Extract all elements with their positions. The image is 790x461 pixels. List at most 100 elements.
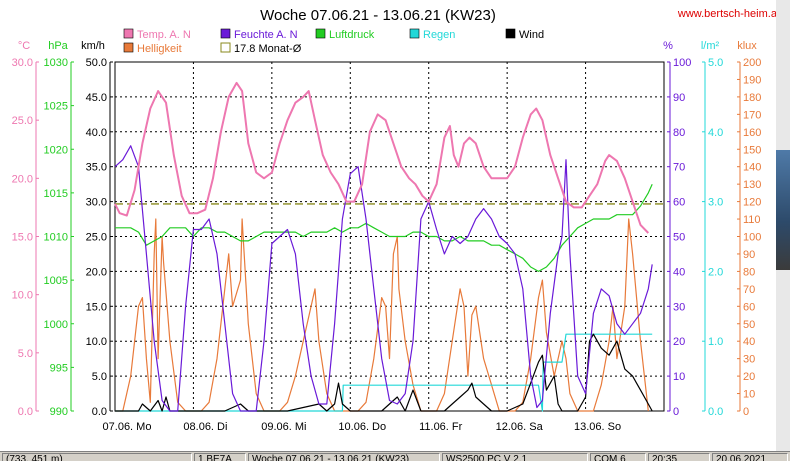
temp_c-tick-label: 5.0 [18,348,33,360]
legend-label: Temp. A. N [137,29,191,41]
pressure-unit-label: hPa [48,40,68,52]
rain_lm2-tick-label: 3.0 [708,197,723,209]
humidity_pct-tick-label: 80 [673,127,685,139]
wind_kmh-tick-label: 35.0 [86,162,107,174]
temp_c-tick-label: 15.0 [12,232,33,244]
legend-swatch [315,28,326,39]
rain_lm2-tick-label: 0.0 [708,406,723,418]
status-cell-version: 1.BE7A [194,453,246,461]
pressure_hpa-tick-label: 1005 [44,275,68,287]
series-line-helligkeit [115,218,649,412]
light_klux-tick-label: 10 [743,389,755,401]
light_klux-tick-label: 180 [743,92,761,104]
light-unit-label: klux [737,40,757,52]
light_klux-tick-label: 20 [743,371,755,383]
pressure_hpa-tick-label: 1015 [44,188,68,200]
background-image-fragment [776,150,790,270]
status-cell-coords: (733, 451 m) [2,453,192,461]
light_klux-tick-label: 160 [743,127,761,139]
humidity_pct-tick-label: 0 [673,406,679,418]
status-bar: (733, 451 m) 1.BE7A Woche 07.06.21 - 13.… [0,451,790,461]
x-tick-label: 13.06. So [574,421,621,433]
rain_lm2-tick-label: 5.0 [708,57,723,69]
humidity_pct-tick-label: 10 [673,371,685,383]
wind_kmh-tick-label: 5.0 [92,371,107,383]
light_klux-tick-label: 120 [743,197,761,209]
x-tick-label: 07.06. Mo [103,421,152,433]
series-line-wind [115,333,653,412]
light_klux-tick-label: 100 [743,232,761,244]
wind_kmh-tick-label: 15.0 [86,301,107,313]
light_klux-tick-label: 50 [743,319,755,331]
light_klux-tick-label: 90 [743,249,755,261]
chart-series [114,81,664,412]
wind_kmh-tick-label: 10.0 [86,336,107,348]
light_klux-tick-label: 190 [743,74,761,86]
status-cell-date: 20.06.2021 [712,453,788,461]
pressure_hpa-tick-label: 1020 [44,144,68,156]
temp_c-tick-label: 20.0 [12,173,33,185]
chart-legend: Temp. A. N Helligkeit Feuchte A. N 17.8 Mon… [123,28,544,55]
legend-item: Temp. A. N [123,28,191,41]
humidity_pct-tick-label: 90 [673,92,685,104]
series-line-regen [115,333,653,412]
legend-label: Feuchte A. N [234,29,298,41]
x-tick-label: 10.06. Do [338,421,386,433]
series-line-temp-a-n [114,81,650,234]
wind_kmh-tick-label: 40.0 [86,127,107,139]
humidity_pct-tick-label: 20 [673,336,685,348]
legend-swatch [123,42,134,53]
legend-swatch [123,28,134,39]
temp_c-tick-label: 10.0 [12,290,33,302]
light_klux-tick-label: 30 [743,354,755,366]
humidity-unit-label: % [663,40,673,52]
pressure_hpa-tick-label: 1010 [44,232,68,244]
legend-label: Helligkeit [137,43,182,55]
humidity_pct-tick-label: 60 [673,197,685,209]
humidity_pct-tick-label: 50 [673,232,685,244]
legend-label: 17.8 Monat-Ø [234,43,302,55]
wind-unit-label: km/h [81,40,105,52]
light_klux-tick-label: 60 [743,301,755,313]
humidity_pct-tick-label: 100 [673,57,691,69]
temp-unit-label: °C [18,40,30,52]
status-cell-week: Woche 07.06.21 - 13.06.21 (KW23) [248,453,440,461]
pressure_hpa-tick-label: 990 [50,406,68,418]
website-url[interactable]: www.bertsch-heim.at [677,8,780,20]
temp_c-tick-label: 25.0 [12,115,33,127]
wind_kmh-tick-label: 20.0 [86,266,107,278]
status-cell-time: 20:35 [648,453,710,461]
light_klux-tick-label: 200 [743,57,761,69]
x-axis-labels: 07.06. Mo 08.06. Di 09.06. Mi 10.06. Do 11.0… [103,421,622,433]
light_klux-tick-label: 140 [743,162,761,174]
status-cell-device: WS2500 PC V 2.1 [442,453,588,461]
rain_lm2-tick-label: 4.0 [708,127,723,139]
wind_kmh-tick-label: 45.0 [86,92,107,104]
pressure_hpa-tick-label: 1030 [44,57,68,69]
series-line-feuchte-a-n [114,145,653,412]
legend-label: Regen [423,29,455,41]
light_klux-tick-label: 130 [743,179,761,191]
wind_kmh-tick-label: 25.0 [86,232,107,244]
legend-swatch [220,42,231,53]
chart-title: Woche 07.06.21 - 13.06.21 (KW23) [260,7,496,24]
rain_lm2-tick-label: 1.0 [708,336,723,348]
light_klux-tick-label: 80 [743,266,755,278]
x-tick-label: 12.06. Sa [496,421,544,433]
x-tick-label: 11.06. Fr [419,421,463,433]
x-tick-label: 09.06. Mi [261,421,306,433]
legend-swatch [409,28,420,39]
chart-axes: 0.05.010.015.020.025.030.099099510001005… [12,57,762,418]
humidity_pct-tick-label: 40 [673,266,685,278]
legend-label: Luftdruck [329,29,375,41]
humidity_pct-tick-label: 30 [673,301,685,313]
legend-item: Luftdruck [315,28,375,41]
legend-swatch [505,28,516,39]
light_klux-tick-label: 170 [743,109,761,121]
x-tick-label: 08.06. Di [183,421,227,433]
rain-unit-label: l/m² [701,40,720,52]
legend-swatch [220,28,231,39]
wind_kmh-tick-label: 50.0 [86,57,107,69]
pressure_hpa-tick-label: 1000 [44,319,68,331]
legend-item: 17.8 Monat-Ø [220,42,302,55]
